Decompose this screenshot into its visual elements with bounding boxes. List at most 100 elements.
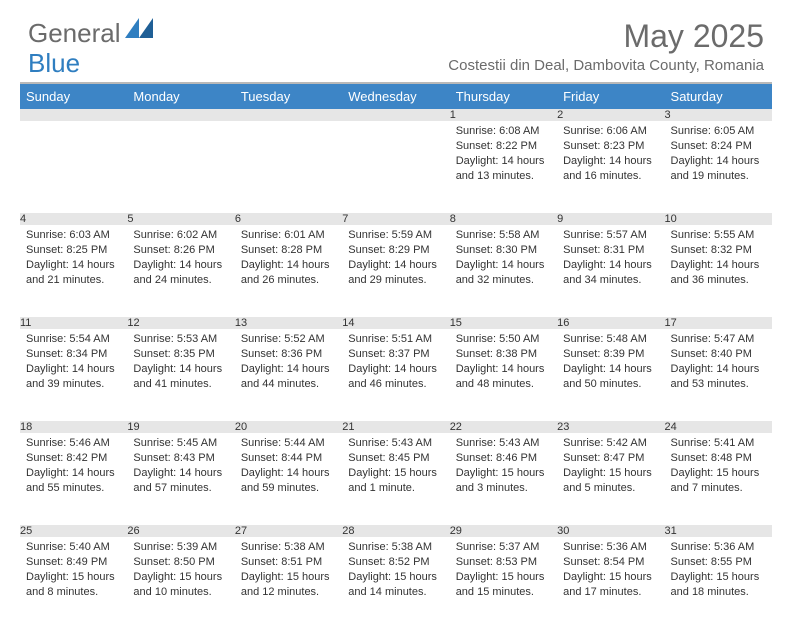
day-content: Sunrise: 5:51 AMSunset: 8:37 PMDaylight:… [342,329,449,397]
day-cell: Sunrise: 6:02 AMSunset: 8:26 PMDaylight:… [127,225,234,317]
day-content: Sunrise: 5:44 AMSunset: 8:44 PMDaylight:… [235,433,342,501]
day-content: Sunrise: 6:08 AMSunset: 8:22 PMDaylight:… [450,121,557,189]
empty-daynum [20,109,127,121]
day-number: 18 [20,421,127,433]
day-number: 17 [665,317,772,329]
day-cell: Sunrise: 5:45 AMSunset: 8:43 PMDaylight:… [127,433,234,525]
weekday-header: Sunday [20,84,127,109]
empty-cell [342,121,449,213]
day-cell: Sunrise: 5:38 AMSunset: 8:52 PMDaylight:… [342,537,449,629]
weekday-header: Friday [557,84,664,109]
header: General May 2025 Costestii din Deal, Dam… [0,0,792,78]
logo-word2: Blue [28,48,80,79]
day-number: 23 [557,421,664,433]
day-number: 30 [557,525,664,537]
day-number: 31 [665,525,772,537]
day-cell: Sunrise: 5:51 AMSunset: 8:37 PMDaylight:… [342,329,449,421]
day-cell: Sunrise: 5:40 AMSunset: 8:49 PMDaylight:… [20,537,127,629]
day-content: Sunrise: 6:05 AMSunset: 8:24 PMDaylight:… [665,121,772,189]
day-content: Sunrise: 5:41 AMSunset: 8:48 PMDaylight:… [665,433,772,501]
day-content-row: Sunrise: 5:54 AMSunset: 8:34 PMDaylight:… [20,329,772,421]
weekday-header: Tuesday [235,84,342,109]
day-content: Sunrise: 5:55 AMSunset: 8:32 PMDaylight:… [665,225,772,293]
day-content: Sunrise: 5:37 AMSunset: 8:53 PMDaylight:… [450,537,557,605]
day-number: 19 [127,421,234,433]
day-content: Sunrise: 5:38 AMSunset: 8:51 PMDaylight:… [235,537,342,605]
day-content: Sunrise: 5:36 AMSunset: 8:54 PMDaylight:… [557,537,664,605]
day-number: 2 [557,109,664,121]
day-content: Sunrise: 6:02 AMSunset: 8:26 PMDaylight:… [127,225,234,293]
day-content: Sunrise: 5:38 AMSunset: 8:52 PMDaylight:… [342,537,449,605]
day-content-row: Sunrise: 6:08 AMSunset: 8:22 PMDaylight:… [20,121,772,213]
day-content: Sunrise: 5:50 AMSunset: 8:38 PMDaylight:… [450,329,557,397]
day-cell: Sunrise: 5:55 AMSunset: 8:32 PMDaylight:… [665,225,772,317]
weekday-header: Thursday [450,84,557,109]
day-cell: Sunrise: 5:38 AMSunset: 8:51 PMDaylight:… [235,537,342,629]
location: Costestii din Deal, Dambovita County, Ro… [448,57,764,74]
day-number: 29 [450,525,557,537]
day-number: 20 [235,421,342,433]
day-cell: Sunrise: 5:52 AMSunset: 8:36 PMDaylight:… [235,329,342,421]
day-number: 26 [127,525,234,537]
day-number: 24 [665,421,772,433]
day-content: Sunrise: 6:06 AMSunset: 8:23 PMDaylight:… [557,121,664,189]
calendar-table: SundayMondayTuesdayWednesdayThursdayFrid… [20,84,772,629]
empty-daynum [235,109,342,121]
day-number: 22 [450,421,557,433]
weekday-header-row: SundayMondayTuesdayWednesdayThursdayFrid… [20,84,772,109]
day-number: 11 [20,317,127,329]
logo-icon [125,14,153,45]
daynum-row: 45678910 [20,213,772,225]
day-content: Sunrise: 5:42 AMSunset: 8:47 PMDaylight:… [557,433,664,501]
day-cell: Sunrise: 5:59 AMSunset: 8:29 PMDaylight:… [342,225,449,317]
day-number: 13 [235,317,342,329]
weekday-header: Wednesday [342,84,449,109]
day-number: 15 [450,317,557,329]
day-number: 21 [342,421,449,433]
day-content: Sunrise: 5:47 AMSunset: 8:40 PMDaylight:… [665,329,772,397]
day-cell: Sunrise: 5:36 AMSunset: 8:55 PMDaylight:… [665,537,772,629]
day-number: 4 [20,213,127,225]
daynum-row: 18192021222324 [20,421,772,433]
day-content-row: Sunrise: 5:46 AMSunset: 8:42 PMDaylight:… [20,433,772,525]
day-content: Sunrise: 5:45 AMSunset: 8:43 PMDaylight:… [127,433,234,501]
day-cell: Sunrise: 5:47 AMSunset: 8:40 PMDaylight:… [665,329,772,421]
title-block: May 2025 Costestii din Deal, Dambovita C… [448,18,764,74]
day-cell: Sunrise: 5:58 AMSunset: 8:30 PMDaylight:… [450,225,557,317]
weekday-header: Monday [127,84,234,109]
day-number: 27 [235,525,342,537]
day-content: Sunrise: 5:43 AMSunset: 8:45 PMDaylight:… [342,433,449,501]
empty-daynum [127,109,234,121]
month-title: May 2025 [448,18,764,55]
day-number: 9 [557,213,664,225]
daynum-row: 11121314151617 [20,317,772,329]
day-cell: Sunrise: 5:57 AMSunset: 8:31 PMDaylight:… [557,225,664,317]
day-cell: Sunrise: 6:01 AMSunset: 8:28 PMDaylight:… [235,225,342,317]
day-cell: Sunrise: 5:50 AMSunset: 8:38 PMDaylight:… [450,329,557,421]
day-number: 1 [450,109,557,121]
day-number: 8 [450,213,557,225]
day-number: 7 [342,213,449,225]
day-cell: Sunrise: 5:54 AMSunset: 8:34 PMDaylight:… [20,329,127,421]
empty-cell [20,121,127,213]
day-content: Sunrise: 5:39 AMSunset: 8:50 PMDaylight:… [127,537,234,605]
empty-daynum [342,109,449,121]
day-cell: Sunrise: 5:44 AMSunset: 8:44 PMDaylight:… [235,433,342,525]
day-content: Sunrise: 5:43 AMSunset: 8:46 PMDaylight:… [450,433,557,501]
day-content: Sunrise: 5:57 AMSunset: 8:31 PMDaylight:… [557,225,664,293]
day-content: Sunrise: 5:53 AMSunset: 8:35 PMDaylight:… [127,329,234,397]
empty-cell [235,121,342,213]
day-cell: Sunrise: 5:42 AMSunset: 8:47 PMDaylight:… [557,433,664,525]
daynum-row: 25262728293031 [20,525,772,537]
day-cell: Sunrise: 5:43 AMSunset: 8:45 PMDaylight:… [342,433,449,525]
day-content: Sunrise: 5:46 AMSunset: 8:42 PMDaylight:… [20,433,127,501]
day-cell: Sunrise: 6:06 AMSunset: 8:23 PMDaylight:… [557,121,664,213]
calendar-body: 1 23 Sunrise: 6:08 AMSunset: 8:22 PMDaylig… [20,109,772,629]
day-content: Sunrise: 5:48 AMSunset: 8:39 PMDaylight:… [557,329,664,397]
day-content: Sunrise: 5:40 AMSunset: 8:49 PMDaylight:… [20,537,127,605]
day-cell: Sunrise: 5:39 AMSunset: 8:50 PMDaylight:… [127,537,234,629]
day-cell: Sunrise: 5:43 AMSunset: 8:46 PMDaylight:… [450,433,557,525]
day-cell: Sunrise: 5:37 AMSunset: 8:53 PMDaylight:… [450,537,557,629]
day-number: 25 [20,525,127,537]
day-cell: Sunrise: 5:53 AMSunset: 8:35 PMDaylight:… [127,329,234,421]
